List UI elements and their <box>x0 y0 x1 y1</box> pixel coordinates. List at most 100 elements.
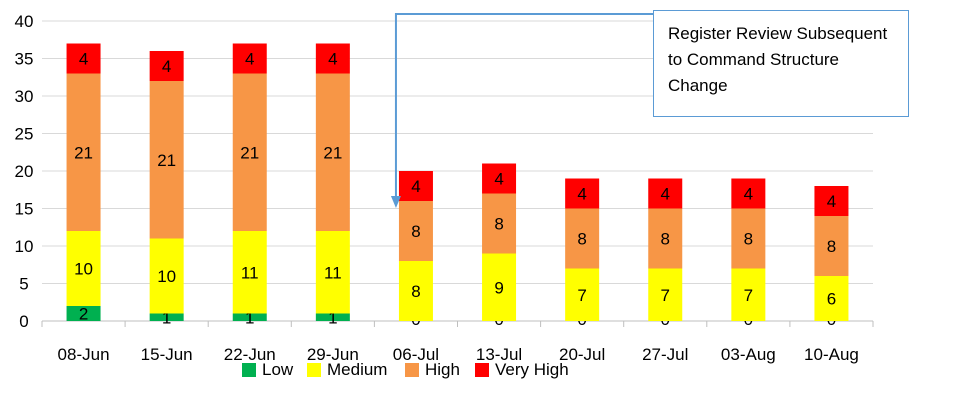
data-label: 8 <box>411 222 420 241</box>
bar-segment-medium <box>565 268 600 321</box>
data-label: 1 <box>245 308 254 327</box>
bars: 2102141102141112141112140884098407840784… <box>66 43 849 329</box>
y-tick-label: 25 <box>15 125 34 144</box>
data-label: 4 <box>411 177 420 196</box>
annotation-arrow <box>390 13 653 208</box>
data-label: 4 <box>245 50 254 69</box>
legend-label-high: High <box>425 360 460 379</box>
data-label: 21 <box>157 151 176 170</box>
y-tick-label: 5 <box>19 275 28 294</box>
y-tick-label: 35 <box>15 50 34 69</box>
x-tick-label: 20-Jul <box>559 345 605 364</box>
x-tick-label: 27-Jul <box>642 345 688 364</box>
bar-segment-medium <box>66 231 101 306</box>
data-label: 4 <box>162 57 171 76</box>
legend-swatch-low <box>242 363 256 377</box>
bar-segment-low <box>232 313 267 321</box>
legend-label-very-high: Very High <box>495 360 569 379</box>
data-label: 7 <box>577 286 586 305</box>
annotation-callout: Register Review Subsequent to Command St… <box>653 10 909 117</box>
bar-segment-very-high <box>482 163 517 194</box>
data-label: 4 <box>79 50 88 69</box>
data-label: 8 <box>411 282 420 301</box>
data-label: 7 <box>661 286 670 305</box>
x-tick-label: 29-Jun <box>307 345 359 364</box>
data-label: 9 <box>494 278 503 297</box>
bar-segment-very-high <box>565 178 600 209</box>
bar-segment-high <box>482 193 517 254</box>
data-label: 11 <box>324 263 342 282</box>
data-label: 11 <box>241 263 259 282</box>
x-tick-label: 06-Jul <box>393 345 439 364</box>
data-label: 4 <box>577 185 586 204</box>
bar-segment-high <box>149 81 184 239</box>
bar-segment-medium <box>315 231 350 314</box>
data-label: 4 <box>494 170 503 189</box>
bar-segment-very-high <box>398 171 433 201</box>
y-tick-label: 30 <box>15 87 34 106</box>
legend-label-low: Low <box>262 360 294 379</box>
legend-item-high: High <box>405 360 460 380</box>
y-tick-label: 10 <box>15 237 34 256</box>
bar-segment-high <box>232 73 267 231</box>
bar-segment-very-high <box>149 51 184 81</box>
data-label: 6 <box>827 290 836 309</box>
data-label: 21 <box>74 143 93 162</box>
y-tick-label: 40 <box>15 12 34 31</box>
bar-segment-low <box>315 313 350 321</box>
data-label: 1 <box>328 308 337 327</box>
legend-label-medium: Medium <box>327 360 388 379</box>
bar-segment-high <box>66 73 101 231</box>
bar-segment-high <box>398 201 433 261</box>
bar-segment-very-high <box>315 43 350 74</box>
data-label: 4 <box>661 185 670 204</box>
legend-item-medium: Medium <box>307 360 387 380</box>
y-axis: 0 5 10 15 20 25 30 35 40 <box>15 12 34 331</box>
bar-segment-very-high <box>66 43 101 74</box>
data-label: 8 <box>744 230 753 249</box>
legend-item-low: Low <box>242 360 293 380</box>
annotation-arrow-head <box>390 196 401 208</box>
bar-segment-low <box>149 313 184 321</box>
data-label: 1 <box>162 308 171 327</box>
x-tick-label: 15-Jun <box>141 345 193 364</box>
data-label: 8 <box>577 230 586 249</box>
bar-segment-high <box>731 208 766 269</box>
bar-segment-high <box>315 73 350 231</box>
annotation-line-3: Change <box>668 76 728 95</box>
annotation-line-1: Register Review Subsequent <box>668 24 888 43</box>
x-tick-label: 13-Jul <box>476 345 522 364</box>
bar-segment-medium <box>814 276 849 321</box>
bar-segment-very-high <box>814 186 849 216</box>
legend-swatch-high <box>405 363 419 377</box>
annotation-line-2: to Command Structure <box>668 50 840 69</box>
data-label: 21 <box>240 143 259 162</box>
data-label: 4 <box>328 50 337 69</box>
bar-segment-medium <box>232 231 267 314</box>
bar-segment-low <box>66 306 101 321</box>
bar-segment-medium <box>149 238 184 314</box>
legend: Low Medium High Very High <box>0 360 977 382</box>
bar-segment-high <box>565 208 600 269</box>
bar-segment-very-high <box>232 43 267 74</box>
bar-segment-medium <box>731 268 766 321</box>
y-tick-label: 0 <box>19 312 28 331</box>
y-tick-label: 15 <box>15 200 34 219</box>
bar-segment-high <box>648 208 683 269</box>
bar-segment-medium <box>482 253 517 321</box>
x-axis: 08-Jun 15-Jun 22-Jun 29-Jun 06-Jul 13-Jul 20-J… <box>41 320 874 364</box>
legend-swatch-very-high <box>475 363 489 377</box>
x-tick-label: 08-Jun <box>58 345 110 364</box>
bar-segment-very-high <box>648 178 683 209</box>
y-tick-label: 20 <box>15 162 34 181</box>
x-tick-label: 03-Aug <box>721 345 776 364</box>
data-label: 4 <box>827 192 836 211</box>
x-tick-label: 22-Jun <box>224 345 276 364</box>
data-label: 2 <box>79 305 88 324</box>
legend-item-very-high: Very High <box>475 360 569 380</box>
annotation-arrow-line <box>394 13 653 198</box>
legend-swatch-medium <box>307 363 321 377</box>
bar-segment-medium <box>648 268 683 321</box>
data-label: 8 <box>494 215 503 234</box>
